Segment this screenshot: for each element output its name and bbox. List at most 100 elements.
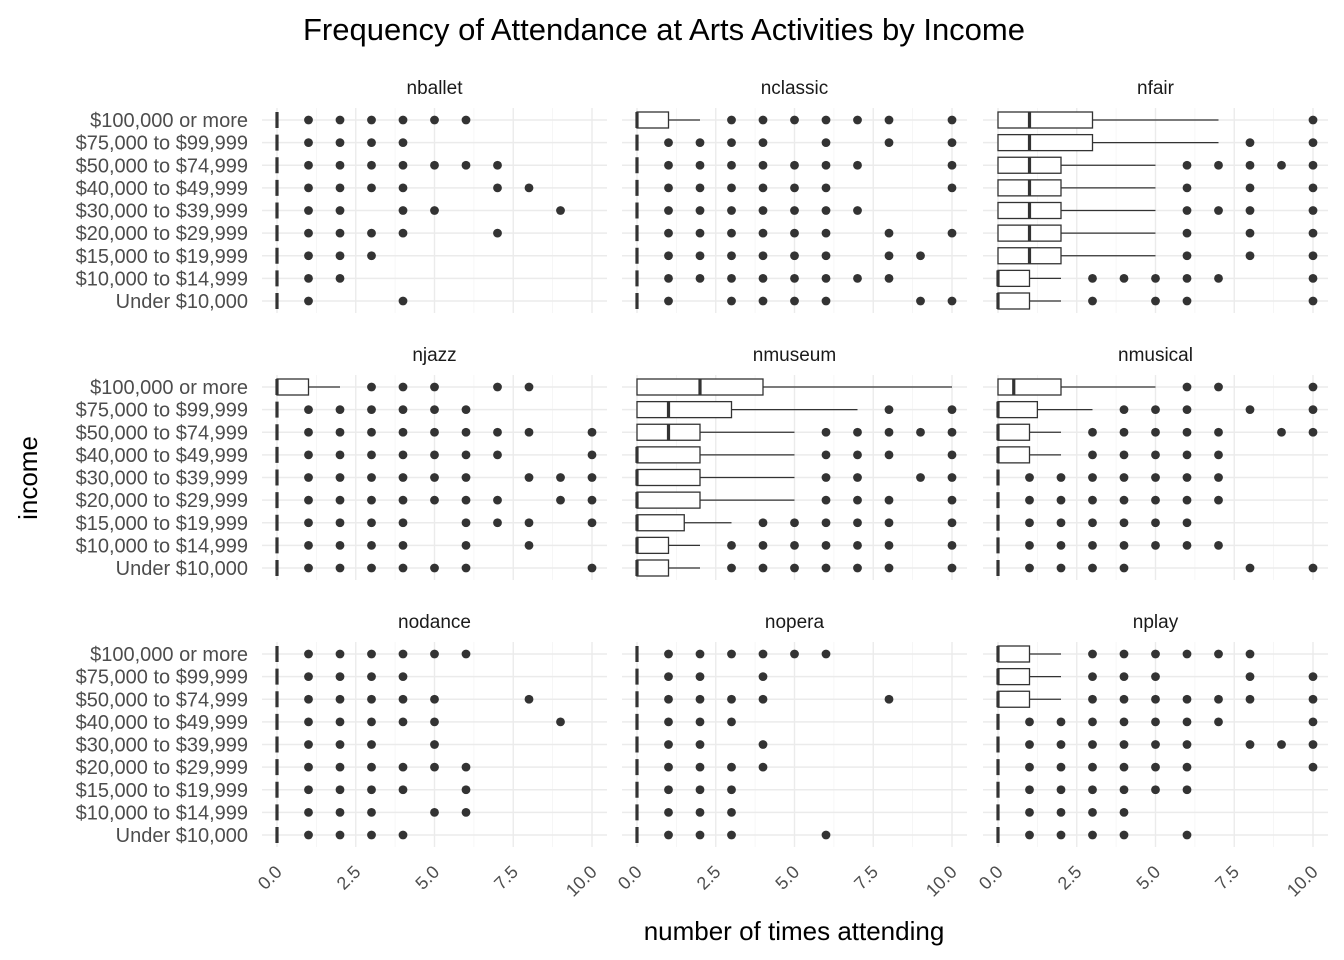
outlier-point: [461, 450, 471, 460]
outlier-point: [556, 495, 565, 505]
iqr-box: [636, 400, 733, 419]
outlier-point: [1088, 518, 1097, 528]
iqr-box: [636, 468, 701, 487]
outlier-point: [1245, 405, 1255, 415]
outlier-point: [398, 563, 408, 573]
boxplot-4: [275, 202, 565, 219]
facet-panel-njazz: njazz$100,000 or more$75,000 to $99,999$…: [76, 345, 607, 580]
outlier-point: [821, 183, 831, 193]
outlier-point: [821, 540, 831, 550]
boxplot-3: [996, 446, 1223, 464]
outlier-point: [821, 296, 831, 306]
outlier-point: [1182, 717, 1192, 727]
x-tick-label: 7.5: [850, 862, 882, 894]
outlier-point: [587, 450, 597, 460]
outlier-point: [1088, 762, 1097, 772]
outlier-point: [853, 473, 862, 482]
outlier-point: [1214, 206, 1223, 215]
outlier-point: [1025, 807, 1034, 817]
y-tick-label: $30,000 to $39,999: [76, 468, 248, 490]
outlier-point: [727, 717, 736, 727]
outlier-point: [430, 495, 439, 505]
outlier-point: [1056, 740, 1066, 749]
outlier-point: [398, 160, 408, 170]
outlier-point: [430, 405, 439, 415]
outlier-point: [1308, 296, 1318, 306]
boxplot-3: [275, 179, 534, 196]
y-tick-label: $10,000 to $14,999: [76, 802, 248, 824]
outlier-point: [1182, 183, 1192, 193]
outlier-point: [398, 138, 408, 148]
outlier-point: [821, 228, 831, 238]
outlier-point: [556, 473, 565, 482]
outlier-point: [304, 807, 313, 817]
boxplot-7: [635, 270, 894, 287]
outlier-point: [461, 495, 471, 505]
outlier-point: [884, 495, 894, 505]
outlier-point: [1308, 717, 1318, 727]
facet-strip-label: nodance: [398, 612, 471, 633]
outlier-point: [1088, 830, 1097, 840]
outlier-point: [1308, 138, 1318, 148]
outlier-point: [493, 183, 502, 193]
outlier-point: [493, 427, 502, 437]
outlier-point: [304, 740, 313, 749]
outlier-point: [1182, 296, 1192, 306]
outlier-point: [398, 450, 408, 460]
outlier-point: [853, 160, 862, 170]
boxplot-5: [635, 491, 957, 509]
outlier-point: [430, 427, 439, 437]
outlier-point: [367, 115, 376, 125]
facet-strip-label: nclassic: [761, 78, 829, 99]
boxplot-5: [635, 225, 957, 242]
outlier-point: [821, 160, 831, 170]
x-tick-label: 0.0: [614, 862, 646, 894]
outlier-point: [1245, 563, 1255, 573]
outlier-point: [1245, 228, 1255, 238]
iqr-box: [997, 645, 1031, 663]
outlier-point: [335, 563, 345, 573]
outlier-point: [1088, 785, 1097, 795]
outlier-point: [304, 427, 313, 437]
iqr-box: [636, 111, 670, 129]
boxplot-4: [275, 736, 439, 753]
outlier-point: [1088, 450, 1097, 460]
outlier-point: [727, 296, 736, 306]
outlier-point: [1277, 740, 1286, 749]
outlier-point: [461, 518, 471, 528]
outlier-point: [461, 405, 471, 415]
outlier-point: [1151, 450, 1160, 460]
outlier-point: [758, 206, 768, 215]
outlier-point: [1119, 273, 1129, 283]
boxplot-2: [275, 691, 534, 708]
outlier-point: [664, 717, 673, 727]
outlier-point: [1182, 206, 1192, 215]
outlier-point: [493, 382, 502, 392]
facet-strip-label: njazz: [412, 345, 456, 366]
outlier-point: [1245, 138, 1255, 148]
y-tick-label: $100,000 or more: [90, 110, 248, 132]
outlier-point: [1119, 762, 1129, 772]
boxplot-0: [635, 646, 831, 662]
outlier-point: [304, 649, 313, 659]
outlier-point: [461, 563, 471, 573]
outlier-point: [1151, 785, 1160, 795]
boxplot-3: [635, 446, 957, 464]
outlier-point: [1056, 518, 1066, 528]
outlier-point: [1151, 495, 1160, 505]
outlier-point: [727, 563, 736, 573]
outlier-point: [727, 206, 736, 215]
outlier-point: [335, 518, 345, 528]
outlier-point: [524, 382, 534, 392]
outlier-point: [398, 518, 408, 528]
outlier-point: [821, 450, 831, 460]
outlier-point: [1088, 649, 1097, 659]
outlier-point: [335, 473, 345, 482]
outlier-point: [367, 830, 376, 840]
outlier-point: [304, 138, 313, 148]
outlier-point: [1182, 228, 1192, 238]
outlier-point: [367, 740, 376, 749]
outlier-point: [695, 183, 705, 193]
boxplot-2: [997, 156, 1318, 174]
outlier-point: [1308, 427, 1318, 437]
